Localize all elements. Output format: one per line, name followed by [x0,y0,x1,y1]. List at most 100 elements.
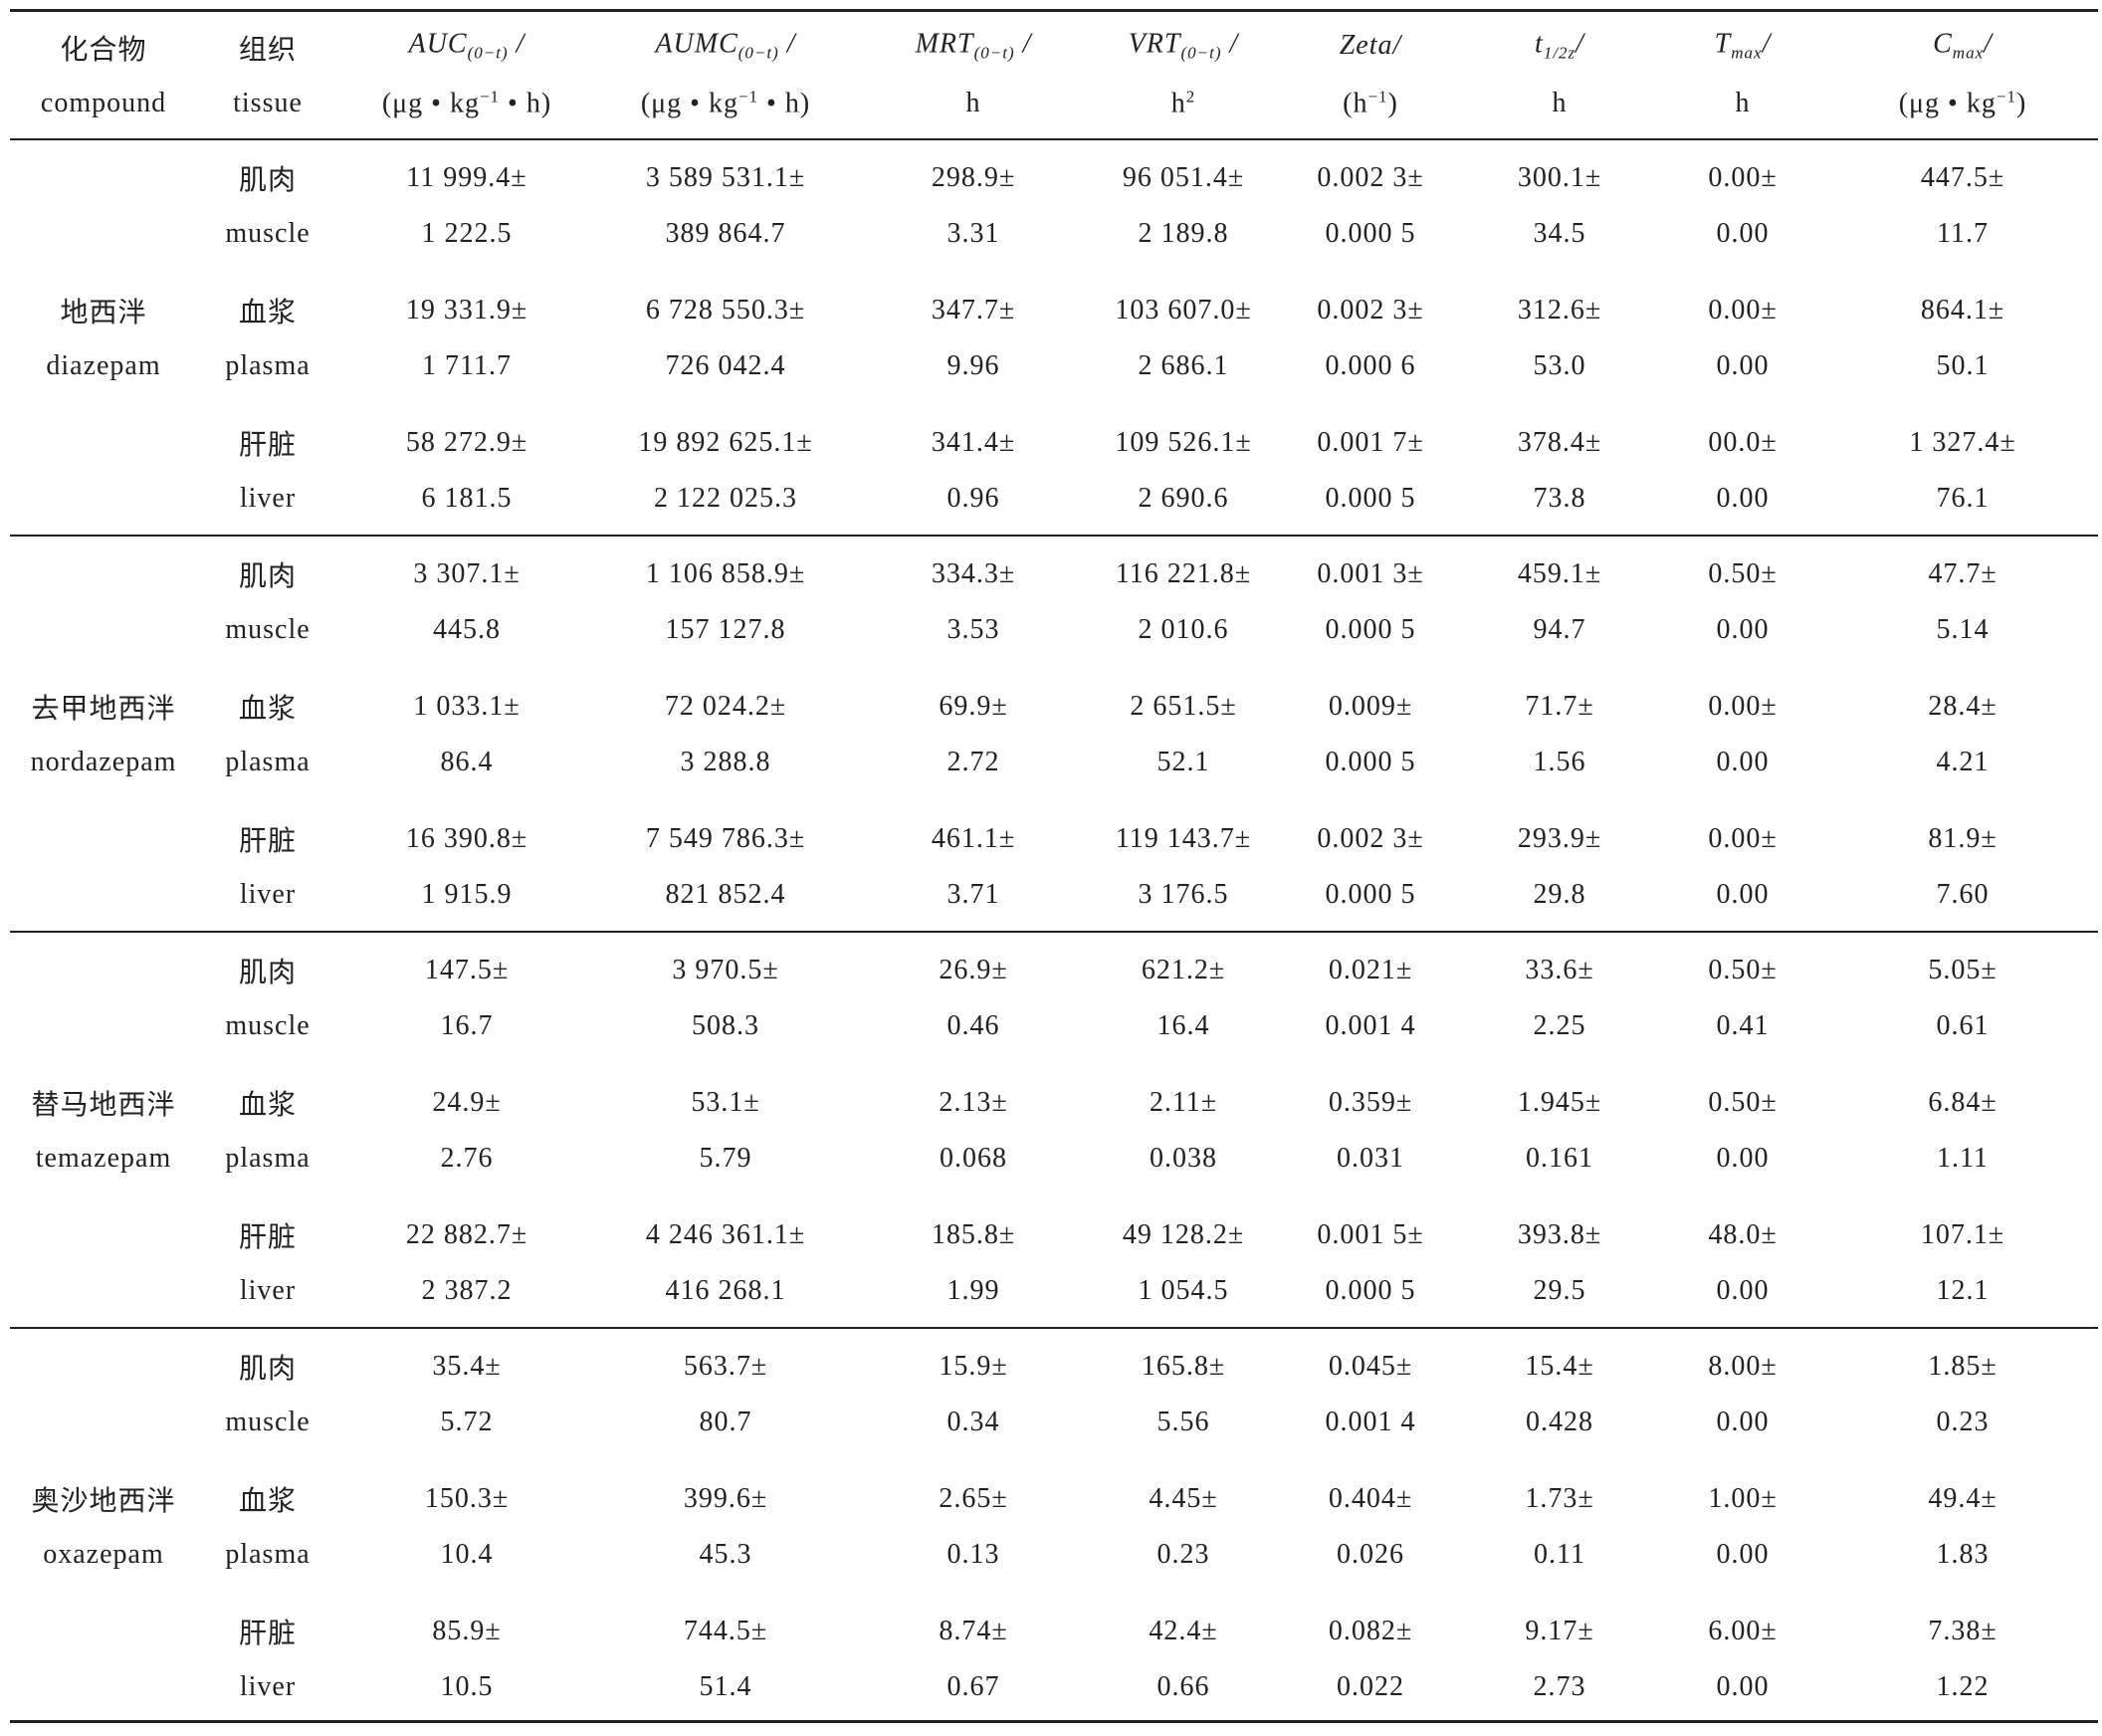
column-separator: / [1984,28,1993,60]
value-mean: 71.7± [1525,691,1594,722]
value-sd: 45.3 [699,1539,752,1570]
value-mean: 459.1± [1517,558,1602,589]
value-sd: 52.1 [1156,747,1210,777]
value-mean: 11 999.4± [406,162,527,193]
value-sd: 51.4 [699,1671,752,1702]
value-mean: 1 106 858.9± [645,558,806,589]
value-mean: 393.8± [1517,1219,1602,1250]
value-sd: 0.67 [946,1671,1000,1702]
value-sd: 16.7 [440,1010,494,1041]
value-mean: 7 549 786.3± [645,823,806,854]
compound-name-zh: 去甲地西泮 [31,694,176,725]
unit-text: h [965,88,981,118]
value-mean: 150.3± [424,1483,510,1514]
value-mean: 00.0± [1708,427,1778,458]
header-tissue-en: tissue [233,88,303,118]
value-mean: 312.6± [1517,295,1602,326]
value-sd: 0.00 [1716,483,1770,514]
value-mean: 0.045± [1328,1351,1413,1382]
tissue-name-zh: 肌肉 [238,958,298,988]
compound-name-en: diazepam [46,350,161,381]
value-sd: 3.53 [946,614,1000,645]
value-mean: 47.7± [1928,558,1997,589]
value-mean: 2 651.5± [1130,691,1237,722]
column-symbol: Zeta [1339,30,1393,61]
value-sd: 2 189.8 [1138,218,1229,249]
value-sd: 2.76 [440,1143,494,1174]
tissue-name-zh: 肌肉 [238,1354,298,1385]
unit-superscript: −1 [737,87,759,107]
value-sd: 2.25 [1533,1010,1586,1041]
value-sd: 0.031 [1337,1143,1404,1174]
value-sd: 2 010.6 [1138,614,1229,645]
bottom-rule [10,1720,2098,1723]
value-sd: 29.5 [1533,1275,1586,1306]
value-sd: 12.1 [1936,1275,1990,1306]
value-sd: 1.99 [946,1275,1000,1306]
value-mean: 461.1± [931,823,1016,854]
column-unit: (h−1) [1343,88,1398,120]
value-sd: 2 690.6 [1138,483,1229,514]
value-sd: 0.00 [1716,614,1770,645]
value-sd: 7.60 [1936,879,1990,910]
tissue-name-zh: 肌肉 [238,561,298,592]
column-separator: / [1762,28,1772,60]
tissue-name-en: liver [239,483,297,514]
value-mean: 0.002 3± [1317,823,1424,854]
value-sd: 0.00 [1716,1407,1770,1437]
value-mean: 6.00± [1708,1616,1778,1646]
value-sd: 0.66 [1156,1671,1210,1702]
value-sd: 0.96 [946,483,1000,514]
value-sd: 0.000 6 [1325,350,1416,381]
value-mean: 447.5± [1920,162,2005,193]
value-mean: 119 143.7± [1115,823,1252,854]
value-sd: 2.73 [1533,1671,1586,1702]
unit-superscript: 2 [1185,87,1196,107]
column-unit: h [1553,88,1568,119]
value-mean: 6.84± [1928,1087,1997,1118]
value-sd: 3.31 [946,218,1000,249]
column-header: AUC(0−t) / [409,29,526,64]
value-sd: 0.41 [1716,1010,1770,1041]
compound-name-zh: 奥沙地西泮 [31,1486,176,1517]
column-symbol: MRT [915,28,974,60]
value-sd: 1.22 [1936,1671,1990,1702]
column-symbol: C [1933,28,1953,60]
value-sd: 389 864.7 [665,218,786,249]
value-sd: 0.46 [946,1010,1000,1041]
value-mean: 4 246 361.1± [645,1219,806,1250]
tissue-name-en: plasma [225,747,311,777]
value-sd: 0.001 4 [1325,1010,1416,1041]
value-mean: 15.4± [1525,1351,1594,1382]
tissue-name-zh: 肝脏 [238,1619,298,1649]
value-sd: 508.3 [692,1010,759,1041]
compound-name-en: oxazepam [43,1539,164,1570]
value-sd: 0.000 5 [1325,879,1416,910]
value-mean: 15.9± [939,1351,1008,1382]
value-sd: 3 288.8 [680,747,771,777]
value-sd: 0.11 [1534,1539,1585,1570]
value-mean: 0.00± [1708,162,1778,193]
value-mean: 0.082± [1328,1616,1413,1646]
tissue-name-zh: 血浆 [238,1090,298,1121]
value-mean: 864.1± [1920,295,2005,326]
value-mean: 96 051.4± [1122,162,1245,193]
tissue-name-en: plasma [225,1539,311,1570]
value-mean: 293.9± [1517,823,1602,854]
unit-text-end: ) [2015,88,2027,119]
value-sd: 0.00 [1716,350,1770,381]
value-sd: 0.23 [1156,1539,1210,1570]
tissue-name-en: plasma [225,1143,311,1174]
group-divider [10,1327,2098,1329]
unit-text: (μg • kg [640,88,738,119]
value-sd: 416 268.1 [665,1275,786,1306]
value-sd: 1 711.7 [422,350,512,381]
value-mean: 563.7± [683,1351,768,1382]
value-mean: 22 882.7± [405,1219,528,1250]
value-mean: 8.74± [939,1616,1008,1646]
tissue-name-en: liver [239,1671,297,1702]
header-compound-en: compound [40,88,167,118]
value-mean: 334.3± [931,558,1016,589]
value-sd: 5.14 [1936,614,1990,645]
value-mean: 0.00± [1708,295,1778,326]
